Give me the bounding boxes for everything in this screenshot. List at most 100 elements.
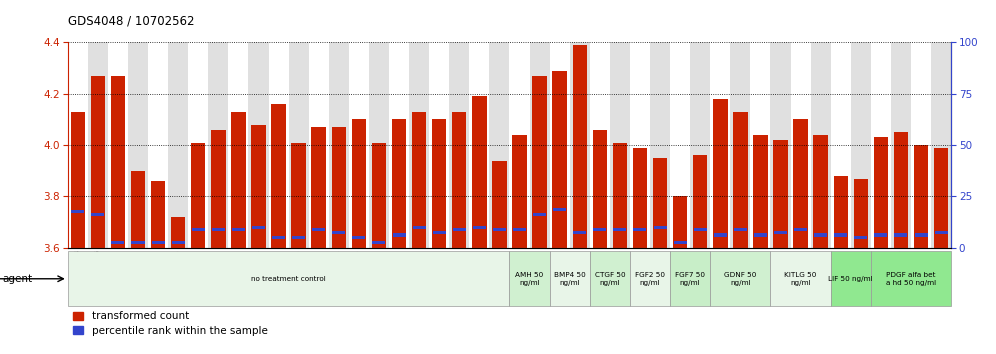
Bar — [412, 226, 425, 229]
Bar — [171, 217, 185, 248]
Bar — [670, 42, 690, 248]
Bar — [874, 233, 887, 236]
Bar — [432, 119, 446, 248]
Bar — [349, 42, 369, 248]
Bar — [473, 226, 486, 229]
Bar — [269, 42, 289, 248]
Bar — [469, 42, 489, 248]
Text: BMP4 50
ng/ml: BMP4 50 ng/ml — [554, 272, 586, 286]
Bar — [629, 251, 670, 306]
Bar — [211, 130, 225, 248]
Bar — [111, 76, 125, 248]
Bar — [409, 42, 429, 248]
Bar — [814, 233, 827, 236]
Bar — [614, 228, 626, 232]
Bar — [851, 42, 871, 248]
Bar — [372, 143, 386, 248]
Bar — [873, 137, 888, 248]
Bar — [151, 241, 164, 244]
Bar — [369, 42, 389, 248]
Bar — [871, 42, 891, 248]
Bar — [713, 99, 727, 248]
Bar — [150, 181, 165, 248]
Bar — [449, 42, 469, 248]
Bar — [68, 42, 88, 248]
Bar — [489, 42, 510, 248]
Bar — [228, 42, 248, 248]
Bar — [855, 236, 868, 239]
Bar — [212, 228, 225, 232]
Bar — [629, 42, 650, 248]
Text: no treatment control: no treatment control — [251, 276, 326, 282]
Bar — [373, 241, 385, 244]
Bar — [389, 42, 409, 248]
Text: GDS4048 / 10702562: GDS4048 / 10702562 — [68, 14, 194, 27]
Bar — [693, 155, 707, 248]
Bar — [791, 42, 811, 248]
Bar — [714, 233, 727, 236]
Bar — [931, 42, 951, 248]
Bar — [192, 228, 205, 232]
Bar — [429, 42, 449, 248]
Text: FGF2 50
ng/ml: FGF2 50 ng/ml — [635, 272, 665, 286]
Bar — [771, 251, 831, 306]
Bar — [533, 213, 546, 216]
Bar — [171, 241, 184, 244]
Bar — [271, 104, 286, 248]
Bar — [750, 42, 771, 248]
Bar — [92, 213, 105, 216]
Bar — [593, 130, 607, 248]
Bar — [127, 42, 148, 248]
Bar — [733, 112, 748, 248]
Text: KITLG 50
ng/ml: KITLG 50 ng/ml — [785, 272, 817, 286]
Bar — [248, 42, 269, 248]
Bar — [710, 42, 730, 248]
Bar — [272, 236, 285, 239]
Bar — [811, 42, 831, 248]
Bar — [794, 228, 807, 232]
Bar — [632, 148, 647, 248]
Bar — [493, 228, 506, 232]
Bar — [613, 143, 627, 248]
Bar — [633, 228, 646, 232]
Bar — [553, 208, 566, 211]
Bar — [68, 251, 510, 306]
Bar — [148, 42, 168, 248]
Text: AMH 50
ng/ml: AMH 50 ng/ml — [515, 272, 544, 286]
Bar — [332, 127, 346, 248]
Bar — [532, 76, 547, 248]
Bar — [794, 119, 808, 248]
Bar — [513, 228, 526, 232]
Bar — [594, 228, 607, 232]
Bar — [353, 236, 366, 239]
Bar — [834, 176, 848, 248]
Bar — [312, 127, 326, 248]
Bar — [91, 76, 105, 248]
Bar — [112, 241, 124, 244]
Bar — [693, 228, 707, 232]
Bar — [289, 42, 309, 248]
Bar — [710, 251, 771, 306]
Bar — [754, 233, 767, 236]
Bar — [168, 42, 188, 248]
Text: LIF 50 ng/ml: LIF 50 ng/ml — [829, 276, 873, 282]
Bar — [574, 231, 587, 234]
Bar — [391, 119, 406, 248]
Bar — [550, 251, 590, 306]
Text: PDGF alfa bet
a hd 50 ng/ml: PDGF alfa bet a hd 50 ng/ml — [886, 272, 936, 286]
Bar — [432, 231, 445, 234]
Bar — [510, 251, 550, 306]
Bar — [673, 196, 687, 248]
Bar — [510, 42, 530, 248]
Bar — [894, 233, 907, 236]
Bar — [188, 42, 208, 248]
Bar — [854, 178, 869, 248]
Bar — [72, 210, 85, 213]
Bar — [814, 135, 828, 248]
Bar — [309, 42, 329, 248]
Bar — [734, 228, 747, 232]
Bar — [333, 231, 346, 234]
Bar — [108, 42, 127, 248]
Bar — [208, 42, 228, 248]
Bar — [753, 135, 768, 248]
